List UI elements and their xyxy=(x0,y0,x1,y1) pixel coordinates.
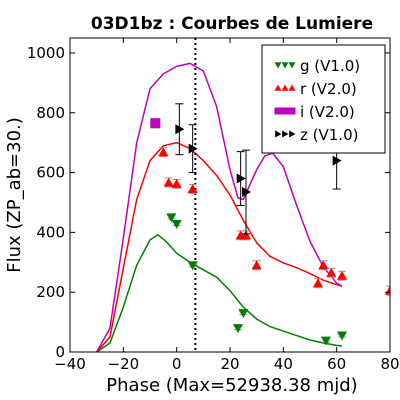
data-point-3-4 xyxy=(332,155,342,166)
data-point-3-0 xyxy=(175,124,185,135)
legend-label-0: g (V1.0) xyxy=(300,57,360,75)
data-point-0-6 xyxy=(337,331,347,341)
legend-label-1: r (V2.0) xyxy=(300,80,357,98)
y-axis-ticks: 0 200 400 600 800 1000 xyxy=(27,44,390,361)
data-point-1-5 xyxy=(241,230,251,240)
model-curve-0 xyxy=(96,234,343,352)
plot-area xyxy=(96,38,390,352)
data-point-3-1 xyxy=(188,143,198,154)
data-point-1-1 xyxy=(163,177,174,187)
y-tick-label: 800 xyxy=(36,104,65,122)
x-axis-label: Phase (Max=52938.38 mjd) xyxy=(106,375,357,396)
legend-marker-0 xyxy=(281,62,289,69)
data-point-1-3 xyxy=(187,184,198,194)
y-tick-label: 200 xyxy=(36,283,65,301)
y-tick-label: 1000 xyxy=(27,44,65,62)
x-tick-label: 0 xyxy=(172,355,182,373)
data-point-1-10 xyxy=(337,270,347,280)
data-point-3-2 xyxy=(236,173,246,184)
y-tick-label: 0 xyxy=(55,343,65,361)
data-point-0-1 xyxy=(171,220,182,230)
data-point-1-0 xyxy=(158,147,169,157)
y-axis-label: Flux (ZP_ab=30.) xyxy=(4,117,25,273)
legend-marker-1 xyxy=(281,84,289,91)
legend-marker-3 xyxy=(282,130,289,138)
legend-label-3: z (V1.0) xyxy=(300,126,358,144)
legend-marker-2 xyxy=(281,107,289,115)
data-point-1-2 xyxy=(171,178,182,188)
legend-marker-0 xyxy=(274,62,282,69)
legend-marker-2 xyxy=(274,107,282,115)
data-point-2-0 xyxy=(150,118,161,129)
chart-title: 03D1bz : Courbes de Lumiere xyxy=(91,14,373,34)
legend-label-2: i (V2.0) xyxy=(300,103,355,121)
data-point-1-7 xyxy=(313,278,323,288)
model-curve-1 xyxy=(96,141,343,352)
data-point-0-4 xyxy=(238,309,249,319)
legend-marker-3 xyxy=(275,130,282,138)
y-tick-label: 600 xyxy=(36,164,65,182)
x-axis-ticks: −40 −20 0 20 40 60 80 xyxy=(54,38,400,373)
data-point-0-3 xyxy=(233,324,243,334)
x-tick-label: 40 xyxy=(274,355,293,373)
data-point-0-0 xyxy=(166,213,177,223)
x-tick-label: −40 xyxy=(54,355,86,373)
legend-marker-1 xyxy=(288,84,296,91)
data-point-1-8 xyxy=(318,260,329,270)
x-tick-label: 20 xyxy=(220,355,239,373)
x-tick-label: −20 xyxy=(108,355,140,373)
x-tick-label: 80 xyxy=(380,355,399,373)
data-point-3-3 xyxy=(242,187,251,198)
legend-marker-1 xyxy=(274,84,282,91)
legend-marker-3 xyxy=(289,130,296,138)
data-point-0-2 xyxy=(187,261,198,271)
legend-marker-0 xyxy=(288,62,296,69)
x-tick-label: 60 xyxy=(327,355,346,373)
y-tick-label: 400 xyxy=(36,223,65,241)
data-point-0-5 xyxy=(321,336,331,346)
legend-marker-2 xyxy=(288,107,296,115)
model-curve-2 xyxy=(96,62,343,352)
data-point-1-9 xyxy=(326,267,337,277)
data-point-1-6 xyxy=(251,260,262,270)
legend: g (V1.0) r (V2.0) i (V2.0) z (V1.0) xyxy=(261,44,386,154)
